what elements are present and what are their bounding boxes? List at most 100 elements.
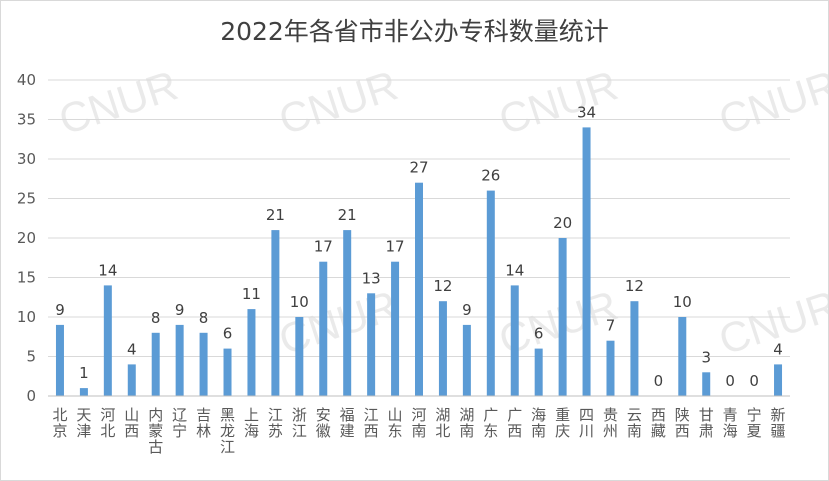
data-label: 14	[505, 261, 524, 279]
chart-title: 2022年各省市非公办专科数量统计	[220, 17, 609, 46]
category-label: 青海	[723, 406, 738, 440]
bar	[510, 285, 519, 396]
bar	[678, 317, 687, 396]
y-tick-label: 20	[17, 229, 36, 247]
data-label: 9	[55, 301, 65, 319]
bar	[534, 348, 543, 396]
data-label: 17	[386, 238, 405, 256]
watermark-text: CNUR	[273, 61, 403, 143]
bar	[295, 317, 304, 396]
category-label: 河北	[100, 406, 115, 440]
data-label: 10	[673, 293, 692, 311]
category-label: 新疆	[771, 406, 786, 440]
watermark-text: CNUR	[713, 61, 829, 143]
category-label: 天津	[76, 406, 91, 440]
data-label: 8	[151, 309, 161, 327]
category-label: 甘肃	[699, 406, 714, 440]
category-label: 福建	[340, 406, 355, 440]
category-label: 陕西	[675, 406, 690, 440]
category-label: 黑龙江	[220, 406, 235, 456]
bar	[391, 261, 400, 396]
data-label: 17	[314, 238, 333, 256]
bar	[223, 348, 232, 396]
data-label: 26	[481, 167, 500, 185]
bar	[462, 324, 471, 396]
bar	[582, 127, 591, 397]
category-label: 宁夏	[747, 406, 762, 440]
data-label: 6	[534, 325, 544, 343]
bar	[486, 190, 495, 396]
y-axis: 0 5 10 15 20 25 30 35 40	[17, 71, 36, 405]
bar	[271, 230, 280, 396]
category-label: 内蒙古	[148, 406, 163, 456]
y-tick-label: 0	[26, 387, 36, 405]
x-axis: 北京天津河北山西内蒙古辽宁吉林黑龙江上海江苏浙江安徽福建江西山东河南湖北湖南广东…	[48, 395, 790, 456]
bar	[774, 364, 783, 396]
data-label: 1	[79, 364, 89, 382]
bar	[319, 261, 328, 396]
bar	[247, 309, 256, 396]
data-label: 12	[433, 277, 452, 295]
bar	[175, 324, 184, 396]
y-tick-label: 15	[17, 269, 36, 287]
category-label: 云南	[627, 406, 642, 440]
category-label: 浙江	[292, 406, 307, 440]
data-label: 3	[701, 348, 711, 366]
data-label: 14	[98, 261, 117, 279]
bar	[415, 182, 423, 396]
data-label: 21	[266, 206, 285, 224]
data-label: 7	[606, 317, 616, 335]
bar	[127, 364, 136, 396]
data-label: 11	[242, 285, 261, 303]
category-label: 山西	[124, 406, 139, 440]
category-label: 河南	[411, 406, 426, 440]
category-label: 北京	[52, 406, 67, 440]
data-label: 8	[199, 309, 209, 327]
category-label: 重庆	[555, 406, 570, 440]
data-label: 9	[175, 301, 185, 319]
data-label: 0	[654, 372, 664, 390]
watermark-text: CNUR	[713, 281, 829, 363]
data-label: 20	[553, 214, 572, 232]
y-tick-label: 35	[17, 111, 36, 129]
category-label: 湖北	[435, 406, 450, 440]
data-label: 13	[362, 269, 381, 287]
category-label: 安徽	[316, 406, 331, 440]
data-label: 0	[725, 372, 735, 390]
bar	[367, 293, 376, 396]
data-label: 21	[338, 206, 357, 224]
category-label: 湖南	[459, 406, 474, 440]
data-label: 4	[127, 340, 137, 358]
bar	[606, 340, 615, 396]
category-label: 吉林	[196, 406, 211, 440]
category-label: 西藏	[651, 406, 666, 440]
category-label: 上海	[244, 406, 259, 440]
data-label: 4	[773, 340, 783, 358]
bar	[702, 372, 711, 396]
category-label: 辽宁	[172, 406, 187, 440]
y-tick-label: 10	[17, 308, 36, 326]
category-label: 山东	[388, 406, 403, 440]
category-label: 广西	[507, 406, 522, 440]
category-label: 贵州	[603, 406, 618, 440]
data-label: 34	[577, 103, 596, 121]
bar	[103, 285, 112, 396]
bars	[55, 127, 783, 397]
data-label: 0	[749, 372, 759, 390]
y-tick-label: 25	[17, 190, 36, 208]
bar	[79, 388, 88, 396]
bar	[343, 230, 352, 396]
category-label: 四川	[579, 406, 594, 440]
bar	[438, 301, 447, 396]
bar	[199, 332, 208, 396]
category-label: 海南	[531, 406, 546, 440]
y-tick-label: 40	[17, 71, 36, 89]
watermark-text: CNUR	[493, 61, 623, 143]
data-label: 12	[625, 277, 644, 295]
bar	[630, 301, 639, 396]
bar	[151, 332, 160, 396]
data-label: 27	[409, 159, 428, 177]
data-label: 9	[462, 301, 472, 319]
